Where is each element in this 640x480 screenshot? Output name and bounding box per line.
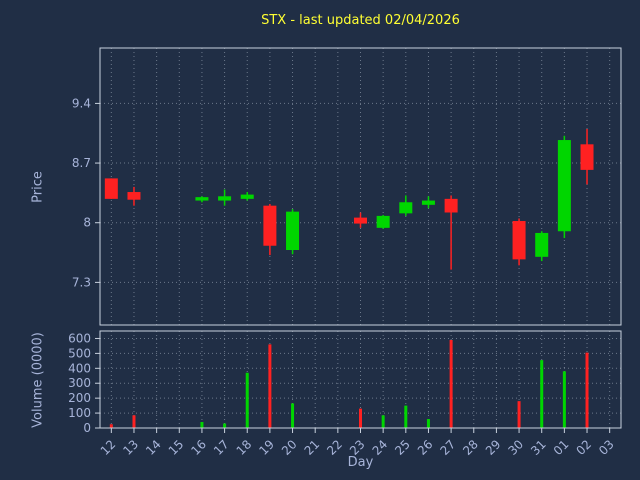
x-tick-label: 14 [143, 437, 164, 458]
x-tick-label: 27 [438, 437, 459, 458]
candle-body [263, 205, 277, 246]
x-tick-label: 12 [98, 437, 119, 458]
x-tick-label: 20 [279, 437, 300, 458]
candle-body [535, 232, 549, 257]
x-axis-label: Day [347, 455, 374, 470]
chart-title: STX - last updated 02/04/2026 [261, 13, 460, 28]
candle-body [580, 144, 594, 170]
x-tick-label: 03 [596, 437, 617, 458]
price-tick-label: 8.7 [72, 156, 91, 170]
x-tick-label: 31 [528, 437, 549, 458]
candle-body [444, 198, 458, 213]
candle-body [557, 140, 571, 232]
volume-tick-label: 300 [68, 376, 91, 390]
candle-body [218, 196, 232, 201]
x-tick-label: 23 [347, 437, 368, 458]
price-tick-label: 9.4 [72, 96, 91, 110]
x-tick-label: 24 [370, 437, 391, 458]
candle-body [195, 197, 209, 201]
x-tick-label: 29 [483, 437, 504, 458]
x-tick-label: 30 [505, 437, 526, 458]
x-tick-label: 18 [234, 437, 255, 458]
candle-body [421, 200, 435, 205]
price-tick-label: 7.3 [72, 275, 91, 289]
x-tick-label: 13 [120, 437, 141, 458]
volume-tick-label: 200 [68, 391, 91, 405]
candle-body [399, 202, 413, 214]
volume-panel-border [99, 330, 622, 429]
x-tick-label: 28 [460, 437, 481, 458]
candle-body [376, 215, 390, 228]
candle-body [127, 192, 141, 200]
price-panel-border [99, 47, 622, 326]
x-tick-label: 16 [188, 437, 209, 458]
volume-tick-label: 0 [83, 421, 91, 435]
x-tick-label: 01 [551, 437, 572, 458]
x-tick-label: 02 [573, 437, 594, 458]
x-tick-label: 17 [211, 437, 232, 458]
price-tick-label: 8 [83, 216, 91, 230]
candle-body [240, 194, 254, 199]
x-tick-label: 25 [392, 437, 413, 458]
x-tick-label: 15 [166, 437, 187, 458]
x-tick-label: 26 [415, 437, 436, 458]
candle-body [104, 178, 118, 199]
x-tick-label: 19 [256, 437, 277, 458]
volume-tick-label: 400 [68, 361, 91, 375]
x-tick-label: 21 [302, 437, 323, 458]
candle-body [354, 217, 367, 224]
volume-tick-label: 600 [68, 331, 91, 345]
candle-body [512, 221, 526, 260]
x-tick-label: 22 [324, 437, 345, 458]
volume-tick-label: 100 [68, 406, 91, 420]
volume-tick-label: 500 [68, 346, 91, 360]
candle-body [286, 211, 300, 250]
